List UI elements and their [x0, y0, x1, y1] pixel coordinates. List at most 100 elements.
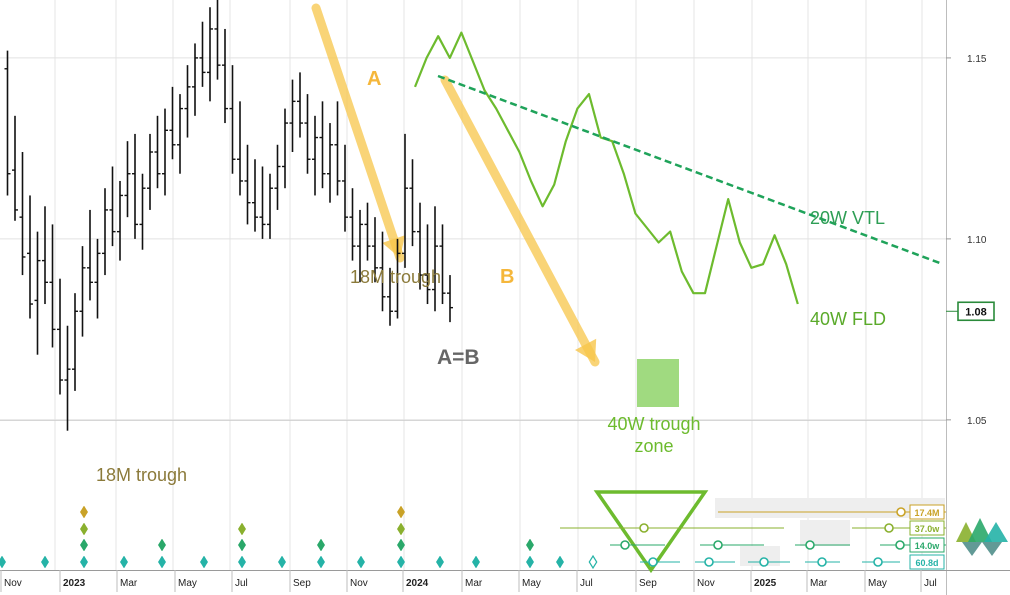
- time-axis-label: Sep: [639, 578, 657, 589]
- ohlc-bar: [64, 325, 71, 431]
- ohlc-bar: [19, 152, 26, 276]
- time-axis-label: Mar: [465, 578, 483, 589]
- ohlc-bar: [117, 180, 123, 261]
- time-axis-label: May: [178, 578, 197, 589]
- time-axis-label: 2023: [63, 578, 86, 589]
- cycle-61d-diamond: [525, 555, 535, 569]
- cycle-61d-diamond: [157, 555, 167, 569]
- cycle-legend-box: [909, 520, 945, 536]
- brand-logo: [956, 518, 1008, 556]
- cycle-37w-diamond: [79, 522, 89, 536]
- ohlc-bar: [394, 238, 401, 319]
- ohlc-bar: [267, 173, 273, 239]
- ohlc-bar: [102, 188, 108, 276]
- cycle-14w-circle: [620, 540, 630, 550]
- ohlc-bar: [319, 101, 326, 189]
- time-axis-label: Nov: [4, 578, 22, 589]
- cycle-61d-circle: [817, 557, 827, 567]
- last-price-label: 1.08: [965, 306, 986, 318]
- ohlc-bar: [447, 275, 453, 323]
- ohlc-bar: [282, 108, 288, 189]
- ohlc-bar: [177, 94, 183, 174]
- trough-zone-label: 40W trough: [607, 414, 700, 434]
- wave-a-label: A: [367, 68, 381, 90]
- ohlc-bar: [72, 293, 78, 391]
- ohlc-bar: [222, 28, 228, 124]
- ohlc-bar: [49, 224, 56, 348]
- time-axis-label: May: [522, 578, 541, 589]
- arrow-shaft: [440, 75, 600, 367]
- time-axis-label: Mar: [120, 578, 138, 589]
- price-tick-label: 1.10: [967, 235, 987, 246]
- ohlc-bar: [147, 133, 153, 210]
- price-tick-label: 1.15: [967, 54, 987, 65]
- ohlc-bar: [154, 115, 161, 189]
- ohlc-bar: [334, 101, 341, 196]
- cycle-legend-label: 37.0w: [915, 524, 941, 534]
- projection-band: [740, 546, 780, 566]
- cycle-14w-diamond: [525, 538, 535, 552]
- projection-band: [715, 498, 945, 518]
- cycle-61d-diamond: [356, 555, 366, 569]
- cycle-14w-circle: [895, 540, 905, 550]
- ohlc-bar: [42, 206, 48, 305]
- cycle-61d-diamond: [119, 555, 129, 569]
- cycle-17m-diamond: [396, 505, 406, 519]
- cycle-legend-label: 60.8d: [915, 558, 938, 568]
- a-equals-b-label: A=B: [437, 346, 480, 369]
- time-axis-label: 2025: [754, 578, 777, 589]
- ohlc-bar: [297, 72, 303, 138]
- cycle-37w-circle: [884, 523, 894, 533]
- ohlc-bar: [34, 231, 41, 355]
- cycle-17m-diamond: [79, 505, 89, 519]
- cycle-61d-diamond: [79, 555, 89, 569]
- cycle-61d-diamond: [396, 555, 406, 569]
- ohlc-bar: [432, 206, 438, 312]
- cycle-14w-circle: [713, 540, 723, 550]
- vtl-20w-label: 20W VTL: [810, 208, 885, 228]
- ohlc-bar: [402, 133, 408, 268]
- time-axis-label: Mar: [810, 578, 828, 589]
- cycle-61d-diamond: [555, 555, 565, 569]
- projection-triangle: [593, 490, 709, 574]
- cycle-legend-box: [909, 504, 945, 520]
- logo-valley: [962, 542, 982, 556]
- cycle-37w-diamond: [396, 522, 406, 536]
- ohlc-bar: [214, 0, 221, 80]
- ohlc-bar: [424, 224, 431, 305]
- cycle-legend-box: [909, 554, 945, 570]
- time-axis-label: May: [868, 578, 887, 589]
- time-axis-label: Nov: [350, 578, 368, 589]
- cycle-61d-diamond: [435, 555, 445, 569]
- cycle-14w-diamond: [237, 538, 247, 552]
- time-axis-label: Jul: [924, 578, 937, 589]
- logo-peak: [984, 522, 1008, 542]
- ohlc-bar: [229, 65, 236, 174]
- cycle-14w-circle: [805, 540, 815, 550]
- ohlc-bar: [109, 166, 116, 247]
- time-axis-label: Jul: [580, 578, 593, 589]
- ohlc-bar: [364, 202, 371, 261]
- ohlc-bar: [79, 246, 86, 337]
- cycle-14w-diamond: [316, 538, 326, 552]
- ohlc-bar: [409, 159, 416, 247]
- cycle-61d-diamond: [277, 555, 287, 569]
- ohlc-bar: [207, 7, 213, 102]
- ohlc-bar: [94, 238, 101, 319]
- cycle-61d-circle: [648, 557, 658, 567]
- time-axis-label: Nov: [697, 578, 715, 589]
- ohlc-bar: [349, 188, 356, 261]
- arrow-head: [382, 235, 406, 258]
- ohlc-bar: [169, 86, 176, 160]
- cycle-14w-diamond: [157, 538, 167, 552]
- ohlc-bar: [252, 159, 258, 232]
- ohlc-bar: [237, 101, 243, 196]
- cycle-61d-diamond: [0, 555, 7, 569]
- ohlc-bar: [139, 173, 146, 250]
- trough-zone-label-2: zone: [634, 436, 673, 456]
- trough-zone-box: [637, 359, 679, 407]
- ohlc-bar: [312, 115, 318, 196]
- ohlc-bar: [87, 209, 93, 301]
- cycle-37w-circle: [639, 523, 649, 533]
